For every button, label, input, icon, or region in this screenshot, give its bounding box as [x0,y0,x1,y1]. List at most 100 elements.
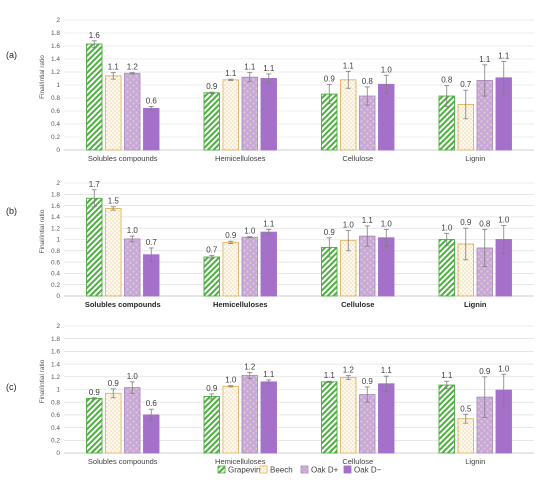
legend-item: Grapevine [217,466,265,475]
data-label: 1.1 [498,52,510,61]
legend-item: Beech [259,465,293,475]
data-label: 1.6 [89,31,101,40]
y-tick-label: 0.6 [51,259,60,266]
y-tick-label: 0.2 [51,438,60,445]
y-axis-label: Final/intial ratio [39,55,46,99]
bar [105,207,122,297]
bar [438,239,455,297]
data-label: 1.0 [498,215,510,224]
category-label: Hemicelluloses [215,457,266,466]
category-label: Lignin [465,154,485,163]
bar [241,76,258,151]
bar [222,241,239,297]
data-label: 1.0 [381,219,393,228]
category-label: Solubles compounds [85,300,161,309]
bar [260,78,277,151]
legend-item: Oak D+ [300,465,339,475]
y-tick-label: 2 [56,323,60,330]
y-tick-label: 1.6 [51,43,60,50]
data-label: 0.6 [146,399,158,408]
legend-label: Beech [270,466,293,475]
bar [203,92,220,151]
y-tick-label: 2 [56,180,60,187]
data-label: 0.7 [460,80,472,89]
y-tick-label: 0.8 [51,399,60,406]
data-label: 1.2 [127,63,139,72]
data-label: 0.9 [324,74,336,83]
category-label: Hemicelluloses [215,154,266,163]
y-tick-label: 1.8 [51,192,60,199]
bar [438,384,455,454]
y-tick-label: 0.8 [51,95,60,102]
data-label: 1.1 [381,366,393,375]
bar [86,197,103,297]
data-label: 0.9 [206,82,218,91]
y-tick-label: 0.4 [51,271,60,278]
y-tick-label: 0.4 [51,121,60,128]
bar [222,79,239,151]
bar [260,231,277,297]
y-tick-label: 1.4 [51,56,60,63]
panel-2: 0 0.2 0.4 0.6 0.8 1 1.2 1.4 1.6 1.8 2 Final/intial … [6,180,534,309]
y-axis-label: Final/intial ratio [39,359,46,403]
data-label: 1.0 [343,220,355,229]
y-tick-label: 0.2 [51,134,60,141]
y-tick-label: 1.2 [51,225,60,232]
data-label: 0.5 [460,404,472,413]
category-label: Cellulose [342,457,373,466]
data-label: 1.1 [263,219,275,228]
y-tick-label: 0.8 [51,248,60,255]
y-tick-label: 1.2 [51,69,60,76]
panel-1: 0 0.2 0.4 0.6 0.8 1 1.2 1.4 1.6 1.8 2 Final/intial … [6,17,534,163]
category-label: Lignin [465,457,485,466]
legend-swatch [300,465,309,474]
data-label: 0.9 [206,384,218,393]
y-tick-label: 2 [56,17,60,24]
bar [105,75,122,151]
data-label: 1.1 [362,216,374,225]
data-label: 1.2 [244,362,256,371]
y-tick-label: 1.4 [51,214,60,221]
category-label: Solubles compounds [88,154,158,163]
data-label: 1.1 [343,61,355,70]
y-tick-label: 1 [56,237,60,244]
legend-label: Oak D− [354,466,382,475]
category-label: Hemicelluloses [213,300,268,309]
data-label: 0.8 [362,77,374,86]
data-label: 1.1 [225,69,237,78]
data-label: 0.9 [460,218,472,227]
bar [359,394,376,454]
y-tick-label: 1.2 [51,374,60,381]
bar [203,396,220,454]
panel-3: 0 0.2 0.4 0.6 0.8 1 1.2 1.4 1.6 1.8 2 Final/intial … [6,323,534,466]
bar [340,79,357,151]
y-tick-label: 0.2 [51,282,60,289]
legend-swatch [259,465,268,474]
y-tick-label: 0 [56,450,60,457]
y-tick-label: 1 [56,387,60,394]
bar [105,392,122,454]
data-label: 1.1 [324,371,336,380]
bar [340,376,357,454]
category-label: Cellulose [342,154,373,163]
category-label: Cellulose [341,300,374,309]
bar [241,375,258,454]
y-tick-label: 0.4 [51,425,60,432]
y-tick-label: 1.8 [51,30,60,37]
panel-label: (c) [6,382,17,392]
data-label: 1.7 [89,180,101,189]
bar [86,397,103,454]
bar [124,387,141,454]
y-axis-label: Final/intial ratio [39,209,46,253]
data-label: 1.0 [127,372,139,381]
y-tick-label: 0 [56,147,60,154]
data-label: 1.1 [244,63,256,72]
data-label: 0.6 [146,96,158,105]
panel-label: (a) [6,50,17,60]
data-label: 1.0 [244,227,256,236]
bar [86,43,103,151]
y-tick-label: 1.4 [51,361,60,368]
data-label: 0.9 [108,379,120,388]
